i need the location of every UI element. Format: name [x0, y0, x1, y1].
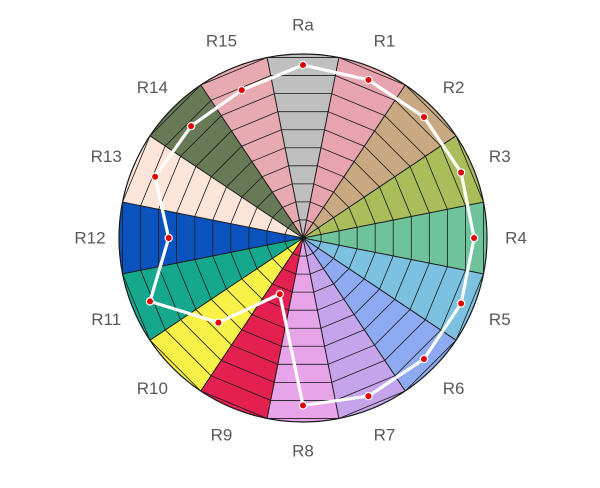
spoke-4 — [302, 201, 484, 239]
category-label-R10: R10 — [137, 379, 168, 398]
sector-R7 — [303, 238, 406, 419]
spoke-14 — [149, 135, 304, 239]
category-label-R8: R8 — [292, 442, 314, 461]
category-label-R5: R5 — [489, 310, 511, 329]
sector-R11 — [122, 238, 303, 341]
data-point-R13 — [150, 172, 160, 181]
category-label-R13: R13 — [91, 147, 122, 166]
spoke-8 — [302, 237, 340, 419]
category-label-R4: R4 — [505, 229, 527, 248]
category-label-R2: R2 — [443, 78, 465, 97]
data-point-R3 — [456, 168, 466, 177]
data-point-R4 — [469, 233, 479, 243]
sector-R8 — [267, 238, 339, 422]
spoke-10 — [200, 237, 304, 392]
category-label-R1: R1 — [374, 32, 396, 51]
category-label-R7: R7 — [374, 425, 396, 444]
data-point-R5 — [456, 299, 466, 308]
category-label-R9: R9 — [211, 425, 233, 444]
category-label-R6: R6 — [443, 379, 465, 398]
spoke-5 — [302, 237, 484, 275]
category-label-R3: R3 — [489, 147, 511, 166]
category-label-R14: R14 — [137, 78, 168, 97]
series-layer — [145, 60, 479, 410]
data-point-R12 — [164, 233, 173, 243]
spoke-2 — [302, 84, 406, 239]
data-point-R6 — [419, 354, 429, 364]
spoke-11 — [149, 237, 304, 341]
sector-R4 — [303, 202, 487, 274]
sector-R3 — [303, 135, 484, 238]
category-label-R15: R15 — [206, 32, 237, 51]
data-point-R15 — [237, 85, 246, 95]
data-point-R11 — [145, 297, 155, 306]
category-label-R12: R12 — [74, 229, 105, 248]
sector-R5 — [303, 238, 484, 341]
category-label-Ra: Ra — [292, 16, 314, 35]
data-point-R14 — [186, 121, 196, 131]
spoke-12 — [122, 237, 304, 275]
spoke-7 — [302, 237, 406, 392]
data-point-R10 — [214, 318, 223, 327]
spoke-9 — [266, 237, 304, 419]
sector-R9 — [200, 238, 303, 419]
spoke-15 — [200, 84, 304, 239]
outer-circle — [118, 53, 488, 423]
data-point-R7 — [364, 391, 373, 401]
data-point-Ra — [298, 60, 308, 70]
spoke-1 — [302, 57, 340, 239]
spoke-3 — [302, 135, 457, 239]
data-point-R9 — [275, 289, 284, 299]
data-point-R8 — [298, 401, 308, 410]
spoke-6 — [302, 237, 457, 341]
sector-Ra — [267, 54, 339, 238]
sector-R1 — [303, 57, 406, 238]
spoke-13 — [122, 201, 304, 239]
data-point-R2 — [419, 112, 429, 122]
spoke-0 — [266, 57, 304, 239]
data-point-R1 — [364, 75, 373, 85]
category-labels: Ra R1 R2 R3 R4 R5 R6 R7 R8 R9 R10 R11 R12 R13 R14 R15 — [74, 16, 526, 461]
category-label-R11: R11 — [91, 310, 121, 329]
